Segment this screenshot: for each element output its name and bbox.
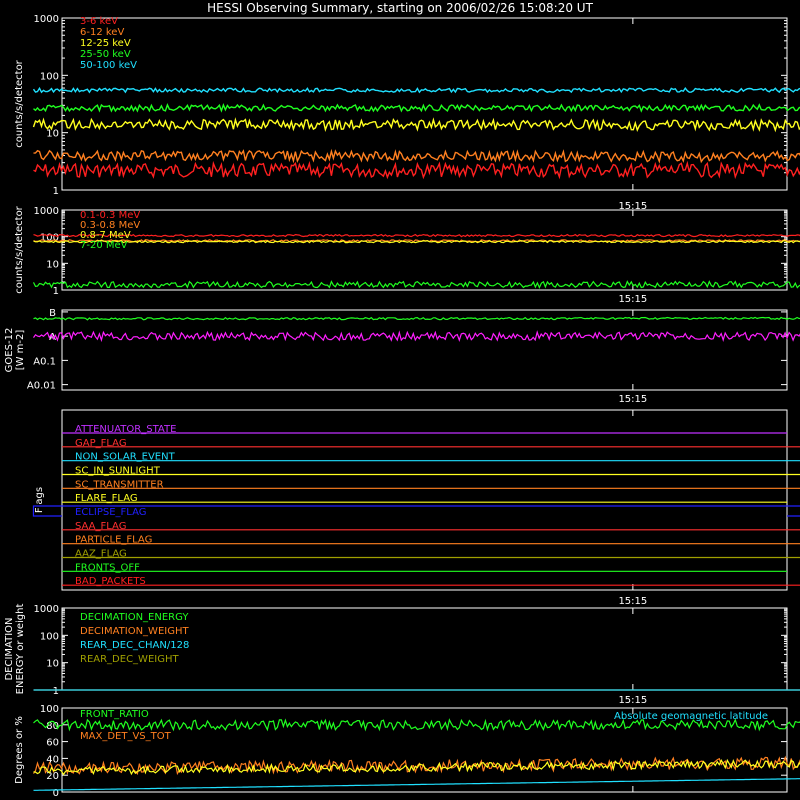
y-tick-label: 0	[53, 788, 59, 799]
y-tick-label: A0.1	[33, 356, 56, 367]
y-tick-label: 100	[40, 71, 59, 82]
flag-label: ECLIPSE_FLAG	[75, 507, 146, 518]
x-tick-label: 15:15	[618, 596, 647, 607]
y-tick-label: 1000	[34, 604, 59, 615]
y-tick-label: 100	[40, 704, 59, 715]
y-tick-label: 1	[53, 186, 59, 197]
rear-rates-panel: 15:1515:3015:4516:0016:1516:3016:4511010…	[14, 205, 800, 305]
x-tick-label: 15:15	[618, 294, 647, 305]
series-line	[32, 280, 800, 289]
flags-panel: 15:1515:3015:4516:0016:1516:3016:45Flags…	[32, 409, 800, 607]
y-tick-label: 1	[53, 286, 59, 297]
legend-entry: REAR_DEC_WEIGHT	[80, 654, 179, 665]
legend-entry: 0.3-0.8 MeV	[80, 220, 140, 231]
chart-title: HESSI Observing Summary, starting on 200…	[207, 1, 593, 15]
legend-entry: 0.8-7 MeV	[80, 230, 131, 241]
y-tick-label: 40	[46, 754, 59, 765]
y-axis-label: ENERGY or weight	[15, 604, 26, 695]
series-line	[33, 755, 800, 776]
legend-entry: 50-100 keV	[80, 60, 137, 71]
x-tick-label: 15:15	[618, 201, 647, 212]
legend-entry: DECIMATION_ENERGY	[80, 612, 189, 623]
flag-label: FRONTS_OFF	[75, 562, 140, 573]
y-tick-label: 1000	[34, 206, 59, 217]
legend-entry: FRONT_RATIO	[80, 709, 149, 720]
flag-trace	[62, 529, 800, 531]
flag-label: GAP_FLAG	[75, 438, 127, 449]
panel-frame	[61, 707, 788, 793]
flag-trace	[62, 584, 800, 586]
series-line	[33, 758, 800, 776]
flag-label: SC_TRANSMITTER	[75, 479, 164, 490]
flag-trace	[62, 556, 800, 559]
y-axis-unit: [W m-2]	[15, 330, 26, 371]
legend-entry: DECIMATION_WEIGHT	[80, 626, 189, 637]
series-line	[33, 330, 800, 343]
y-axis-label: counts/s/detector	[14, 205, 25, 293]
flag-trace	[62, 473, 800, 476]
panel-frame	[61, 309, 788, 391]
y-tick-label: A0.01	[27, 381, 56, 392]
flag-trace	[62, 543, 800, 545]
flag-label: FLARE_FLAG	[75, 493, 138, 504]
y-tick-label: 20	[46, 771, 59, 782]
y-tick-label: 100	[40, 631, 59, 642]
legend-entry: REAR_DEC_CHAN/128	[80, 640, 189, 651]
decimation-panel: 15:1515:3015:4516:0016:1516:3016:4511010…	[4, 604, 800, 706]
flag-label: SAA_FLAG	[75, 521, 126, 532]
series-line	[33, 239, 800, 244]
series-line	[32, 117, 800, 133]
y-axis-label: Flags	[34, 487, 45, 513]
flag-trace	[62, 487, 800, 489]
series-line	[33, 160, 800, 180]
annotation-label: Absolute geomagnetic latitude	[614, 711, 768, 722]
goes-panel: 15:1515:3015:4516:0016:1516:3016:45A0.01…	[4, 308, 800, 405]
y-tick-label: B	[49, 308, 56, 319]
flag-label: PARTICLE_FLAG	[75, 535, 152, 546]
y-tick-label: 10	[46, 129, 59, 140]
series-line	[33, 148, 800, 164]
series-line	[33, 689, 800, 691]
y-tick-label: 80	[46, 721, 59, 732]
y-tick-label: 10	[46, 259, 59, 270]
flag-label: ATTENUATOR_STATE	[75, 424, 176, 435]
series-line	[33, 233, 800, 238]
y-axis-label: GOES-12	[4, 328, 15, 373]
flag-label: NON_SOLAR_EVENT	[75, 452, 176, 463]
x-tick-label: 15:15	[618, 695, 647, 706]
legend-entry: MAX_DET_VS_TOT	[80, 731, 172, 742]
panel-frame	[61, 209, 788, 291]
y-tick-label: 60	[46, 738, 59, 749]
front-rates-panel: 15:1515:3015:4516:0016:1516:3016:4511010…	[14, 14, 800, 212]
y-axis-label: Degrees or %	[14, 716, 25, 784]
panel-frame	[61, 17, 788, 191]
series-line	[33, 316, 800, 321]
y-tick-label: 10	[46, 659, 59, 670]
legend-entry: 12-25 keV	[80, 38, 131, 49]
panel-frame	[61, 409, 788, 591]
x-tick-label: 15:15	[618, 394, 647, 405]
y-tick-label: 100	[40, 233, 59, 244]
legend-entry: 25-50 keV	[80, 49, 131, 60]
flag-trace	[62, 446, 800, 448]
legend-entry: 0.1-0.3 MeV	[80, 210, 140, 221]
flag-trace	[32, 505, 800, 517]
flag-label: AAZ_FLAG	[75, 549, 127, 560]
legend-entry: 7-20 MeV	[80, 240, 128, 251]
y-tick-label: 1000	[34, 14, 59, 25]
y-tick-label: 1	[53, 686, 59, 697]
y-axis-label: DECIMATION	[4, 617, 15, 680]
flag-label: SC_IN_SUNLIGHT	[75, 466, 161, 477]
legend-entry: 3-6 keV	[80, 16, 118, 27]
legend-entry: 6-12 keV	[80, 27, 124, 38]
y-axis-label: counts/s/detector	[14, 59, 25, 147]
ratios-panel: 0 20 40 60 80 100 Degrees or % FRONT_RATIO MAX_D…	[14, 704, 800, 799]
series-line	[33, 689, 800, 691]
flag-label: BAD_PACKETS	[75, 576, 146, 587]
